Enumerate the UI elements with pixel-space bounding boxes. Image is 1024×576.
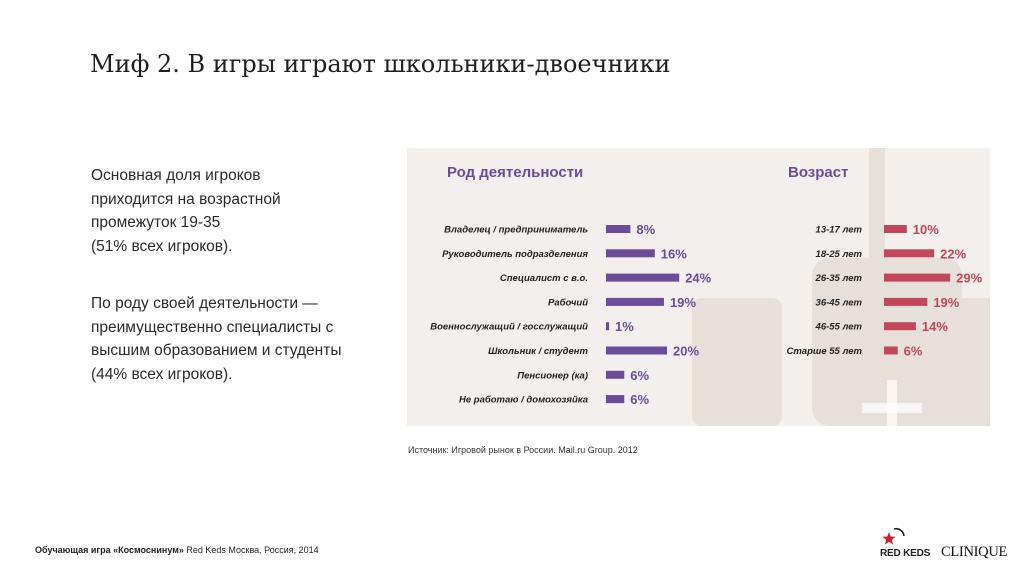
decor-shape [692,298,782,426]
bar [606,225,631,233]
decor-shape [937,298,990,426]
value-label: 8% [636,222,655,237]
category-label: Военнослужащий / госслужащий [430,322,588,333]
footer-credit-bold: Обучающая игра «Космоснинум» [35,545,184,555]
bar [884,273,951,282]
red-keds-logo: RED KEDS [880,527,932,561]
footer-credit-rest: Red Keds Москва, Россия, 2014 [183,545,319,555]
value-label: 19% [933,295,959,310]
value-label: 14% [922,319,948,334]
bar [606,370,625,379]
value-label: 16% [661,246,687,261]
bar [606,297,664,306]
category-label: Старше 55 лет [787,346,863,357]
bar [884,225,907,233]
clinique-logo: CLINIQUE [941,544,1008,560]
value-label: 1% [615,319,634,334]
value-label: 6% [630,392,649,407]
value-label: 10% [913,222,939,237]
value-label: 19% [670,295,696,310]
category-label: Владелец / предприниматель [444,225,588,236]
page-title: Миф 2. В игры играют школьники-двоечники [90,50,671,78]
bar [884,346,898,355]
value-label: 22% [940,246,966,261]
chart-svg: Род деятельности Возраст Владелец / пред… [430,148,990,426]
category-label: 13-17 лет [816,225,863,236]
decor-shape [887,380,897,426]
value-label: 29% [956,271,982,286]
bar [606,346,667,355]
bar [884,249,935,258]
category-label: Специалист с в.о. [500,273,588,284]
footer-credit: Обучающая игра «Космоснинум» Red Keds Мо… [35,545,319,555]
age-chart-title: Возраст [788,164,848,181]
category-label: 26-35 лет [815,273,863,284]
bar [606,249,655,258]
category-label: Школьник / студент [488,346,588,357]
red-keds-logo-text: RED KEDS [880,548,931,559]
value-label: 6% [630,368,649,383]
summary-occupation-paragraph: По роду своей деятельности — преимуществ… [91,295,342,383]
value-label: 20% [673,344,699,359]
category-label: Пенсионер (ка) [517,370,588,381]
bar [884,297,928,306]
red-star-icon [882,527,905,545]
bar [606,395,625,404]
bar [606,322,610,331]
category-label: Руководитель подразделения [442,249,588,260]
chart-panel: Род деятельности Возраст Владелец / пред… [407,148,990,426]
occupation-chart-title: Род деятельности [447,164,583,181]
bar [884,322,916,331]
background-decoration [692,148,990,426]
category-label: Не работаю / домохозяйка [459,395,588,406]
category-label: 46-55 лет [815,322,863,333]
category-label: 18-25 лет [816,249,863,260]
bar [606,273,680,282]
source-note: Источник: Игровой рынок в России. Mail.r… [408,445,638,455]
summary-age-paragraph: Основная доля игроков приходится на возр… [91,167,281,255]
value-label: 6% [904,344,923,359]
value-label: 24% [685,271,711,286]
occupation-chart: Владелец / предприниматель 8% Руководитель… [430,222,711,407]
age-chart: 13-17 лет 10% 18-25 лет 22% 26-35 лет 29% 36-4… [787,222,983,359]
category-label: 36-45 лет [816,297,863,308]
category-label: Рабочий [548,297,588,308]
